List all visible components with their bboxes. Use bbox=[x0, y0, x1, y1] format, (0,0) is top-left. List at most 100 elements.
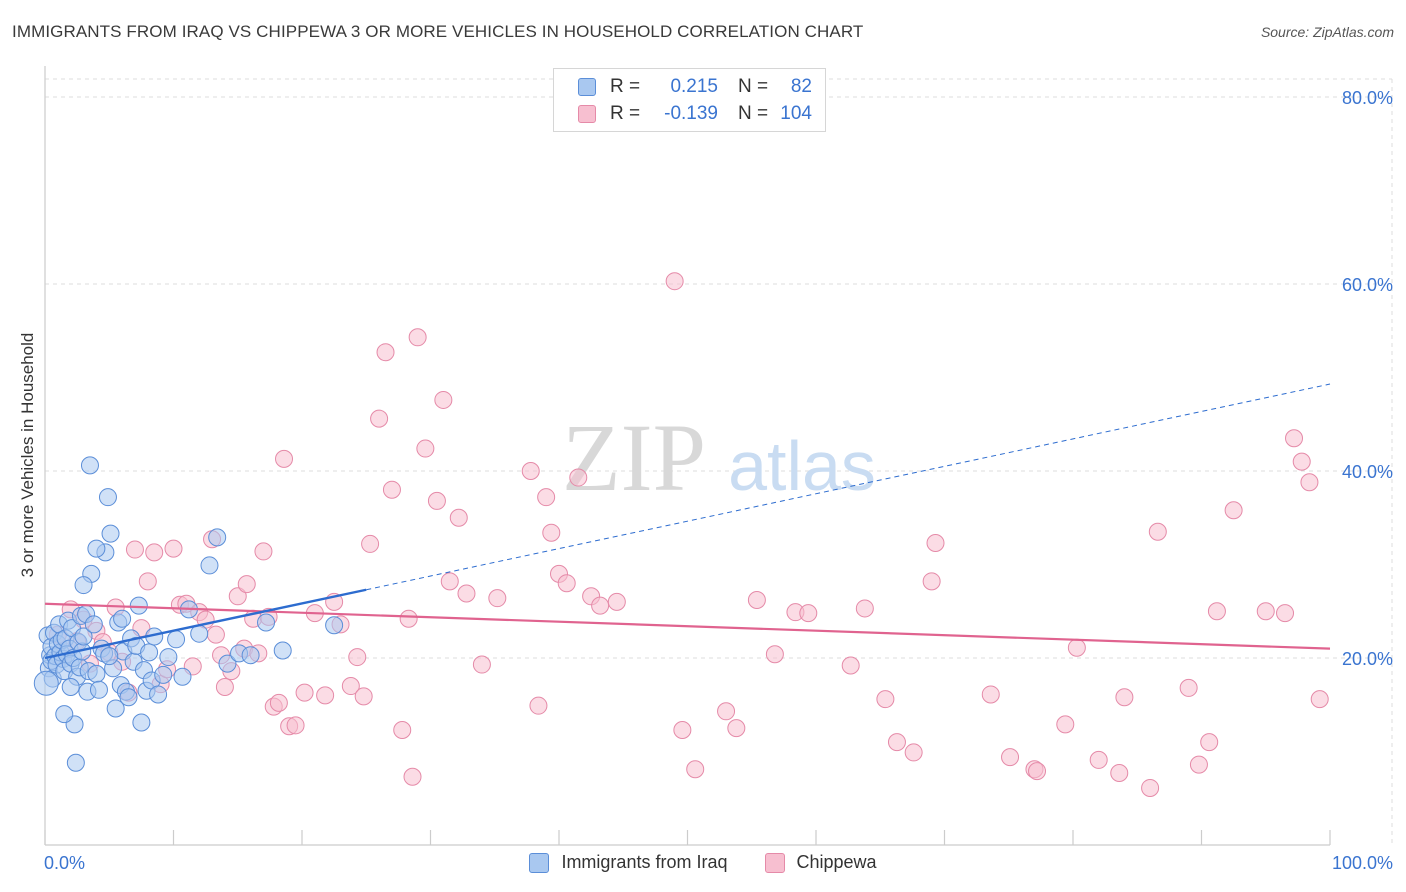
iraq-trend-extension bbox=[366, 383, 1331, 591]
iraq-point bbox=[167, 630, 186, 649]
chippewa-point bbox=[1189, 755, 1208, 774]
chippewa-point bbox=[488, 589, 507, 608]
chippewa-point bbox=[1067, 638, 1086, 657]
chippewa-point bbox=[416, 439, 435, 458]
iraq-point bbox=[132, 713, 151, 732]
chippewa-point bbox=[237, 575, 256, 594]
chippewa-point bbox=[981, 685, 1000, 704]
stats-r-value: 0.215 bbox=[670, 76, 718, 97]
legend-item-iraq[interactable]: Immigrants from Iraq bbox=[529, 852, 727, 873]
chippewa-point bbox=[254, 542, 273, 561]
x-tick-label-end: 100.0% bbox=[1332, 853, 1393, 873]
iraq-trend-line bbox=[44, 588, 367, 660]
chippewa-point bbox=[164, 539, 183, 558]
watermark-atlas: atlas bbox=[728, 427, 876, 505]
chippewa-point bbox=[1115, 688, 1134, 707]
iraq-point bbox=[190, 624, 209, 643]
axes bbox=[44, 66, 1331, 846]
iraq-point bbox=[87, 664, 106, 683]
stats-row-iraq: R = 0.215 N = 82 bbox=[578, 74, 812, 100]
chippewa-point bbox=[382, 480, 401, 499]
chippewa-point bbox=[529, 696, 548, 715]
iraq-point bbox=[113, 609, 132, 628]
chippewa-point bbox=[673, 720, 692, 739]
stats-n-value: 82 bbox=[790, 76, 812, 97]
chippewa-point bbox=[434, 390, 453, 409]
chippewa-point bbox=[341, 677, 360, 696]
chippewa-point bbox=[440, 572, 459, 591]
legend-swatch-chippewa bbox=[764, 852, 785, 873]
legend-label-iraq: Immigrants from Iraq bbox=[561, 852, 728, 872]
chippewa-point bbox=[1256, 602, 1275, 621]
stats-n-value: 104 bbox=[780, 103, 812, 124]
chippewa-point bbox=[557, 574, 576, 593]
iraq-point bbox=[140, 643, 159, 662]
chippewa-point bbox=[1110, 764, 1129, 783]
tick-labels: 20.0% 40.0% 60.0% 80.0% 0.0% 100.0% bbox=[44, 88, 1393, 873]
chippewa-point bbox=[286, 716, 305, 735]
chippewa-point bbox=[765, 645, 784, 664]
chippewa-point bbox=[269, 693, 288, 712]
chippewa-point bbox=[449, 508, 468, 527]
stats-row-chippewa: R = -0.139 N = 104 bbox=[578, 101, 812, 127]
iraq-point bbox=[257, 613, 276, 632]
chippewa-point bbox=[926, 533, 945, 552]
chippewa-point bbox=[138, 572, 157, 591]
iraq-point bbox=[55, 705, 74, 724]
chippewa-points bbox=[48, 272, 1329, 797]
iraq-point bbox=[159, 648, 178, 667]
iraq-point bbox=[74, 576, 93, 595]
stats-r-label: R = bbox=[610, 76, 641, 97]
chippewa-point bbox=[348, 648, 367, 667]
chippewa-point bbox=[1001, 748, 1020, 767]
iraq-point bbox=[208, 528, 227, 547]
watermark: ZIP atlas bbox=[562, 404, 876, 511]
chippewa-point bbox=[370, 409, 389, 428]
legend-item-chippewa[interactable]: Chippewa bbox=[764, 852, 877, 873]
y-tick-label: 20.0% bbox=[1342, 649, 1393, 669]
chippewa-point bbox=[521, 462, 540, 480]
chippewa-point bbox=[1179, 678, 1198, 697]
iraq-point bbox=[84, 615, 103, 634]
trend-lines bbox=[44, 383, 1331, 660]
chippewa-point bbox=[1028, 762, 1047, 781]
chippewa-point bbox=[472, 655, 491, 674]
x-tick-label-start: 0.0% bbox=[44, 853, 85, 873]
chippewa-point bbox=[316, 686, 335, 705]
chippewa-point bbox=[403, 767, 422, 786]
chippewa-point bbox=[376, 343, 395, 362]
chippewa-point bbox=[145, 543, 164, 562]
chippewa-point bbox=[1224, 501, 1243, 520]
chippewa-point bbox=[542, 523, 561, 542]
iraq-point bbox=[119, 688, 138, 707]
iraq-points bbox=[33, 456, 344, 772]
chippewa-point bbox=[1089, 750, 1108, 769]
iraq-point bbox=[101, 524, 120, 543]
iraq-point bbox=[273, 641, 292, 660]
iraq-point bbox=[200, 556, 219, 575]
chippewa-point bbox=[1292, 452, 1311, 471]
iraq-point bbox=[218, 654, 237, 673]
iraq-point bbox=[61, 677, 80, 696]
stats-n-label: N = bbox=[738, 76, 769, 97]
chippewa-point bbox=[427, 491, 446, 510]
chippewa-point bbox=[1207, 602, 1226, 621]
watermark-zip: ZIP bbox=[562, 404, 706, 511]
source-credit: Source: ZipAtlas.com bbox=[1260, 24, 1394, 40]
chippewa-point bbox=[904, 743, 923, 762]
chippewa-point bbox=[275, 449, 294, 468]
legend-label-chippewa: Chippewa bbox=[796, 852, 877, 872]
chippewa-point bbox=[399, 609, 418, 628]
iraq-point bbox=[154, 665, 173, 684]
iraq-point bbox=[98, 488, 117, 507]
iraq-point bbox=[325, 616, 344, 635]
chippewa-point bbox=[1300, 473, 1319, 492]
iraq-point bbox=[100, 647, 119, 666]
chippewa-point bbox=[393, 720, 412, 739]
chippewa-point bbox=[457, 584, 476, 603]
chippewa-point bbox=[569, 468, 588, 487]
chippewa-point bbox=[1200, 733, 1219, 752]
iraq-point bbox=[66, 753, 85, 772]
chippewa-point bbox=[727, 719, 746, 738]
